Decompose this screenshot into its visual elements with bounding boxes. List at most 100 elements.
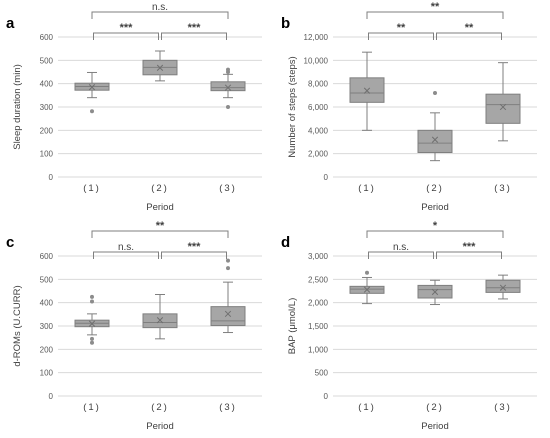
outlier-point	[90, 299, 94, 304]
box-iqr	[210, 306, 246, 327]
y-tick-label: 600	[40, 252, 54, 261]
y-tick-label: 500	[315, 369, 329, 378]
x-tick-label: (2)	[151, 402, 169, 413]
y-tick-label: 400	[40, 80, 54, 89]
outlier-point	[226, 258, 230, 263]
mean-marker	[499, 284, 507, 291]
significance-label: n.s.	[118, 242, 134, 253]
x-tick-label: (2)	[426, 183, 444, 194]
y-axis-title: Sleep duration (min)	[12, 64, 23, 150]
chart-d-svg: d 0 500 1,000 1,500 2,000 2,500 3,000 BAP (μmol/…	[281, 220, 537, 432]
significance-label: **	[397, 22, 406, 34]
significance-bracket	[436, 251, 502, 259]
significance-label: ***	[188, 22, 202, 34]
significance-label: ***	[463, 241, 477, 253]
significance-label: **	[156, 220, 165, 232]
x-tick-label: (3)	[494, 402, 512, 413]
mean-marker	[499, 103, 507, 111]
outlier-point	[365, 270, 369, 275]
x-tick-label: (2)	[151, 183, 169, 194]
significance-label: ***	[120, 22, 134, 34]
panel-letter-d: d	[281, 234, 290, 251]
significance-label: *	[433, 220, 438, 232]
y-axis-title: Number of steps (steps)	[287, 56, 298, 157]
y-tick-label: 500	[40, 275, 54, 284]
mean-marker	[88, 320, 96, 327]
outlier-point	[226, 266, 230, 271]
y-tick-label: 500	[40, 56, 54, 65]
y-tick-label: 4,000	[308, 126, 329, 135]
y-tick-label: 300	[40, 103, 54, 112]
y-tick-label: 0	[49, 173, 54, 182]
x-tick-label: (3)	[219, 183, 237, 194]
y-tick-label: 100	[40, 369, 54, 378]
outlier-point	[90, 340, 94, 345]
significance-bracket	[368, 32, 434, 40]
mean-marker	[363, 87, 371, 94]
x-tick-label: (1)	[358, 183, 376, 194]
y-tick-label: 12,000	[304, 33, 329, 42]
y-tick-label: 2,000	[308, 299, 329, 308]
panel-a: a 0 100 200 300 400 500 600 Sleep duration (min)…	[0, 0, 275, 219]
box-iqr	[485, 93, 521, 124]
panel-letter-b: b	[281, 15, 290, 32]
y-tick-label: 600	[40, 33, 54, 42]
significance-bracket	[161, 251, 227, 259]
panel-d: d 0 500 1,000 1,500 2,000 2,500 3,000 BAP (μmol/…	[275, 219, 550, 438]
outlier-point	[226, 105, 230, 109]
significance-bracket	[368, 251, 434, 259]
y-axis-title: BAP (μmol/L)	[287, 298, 298, 355]
panel-letter-a: a	[6, 15, 15, 32]
y-tick-label: 10,000	[304, 56, 329, 65]
significance-label: n.s.	[152, 2, 168, 13]
y-tick-label: 8,000	[308, 80, 329, 89]
y-tick-label: 6,000	[308, 103, 329, 112]
mean-marker	[431, 136, 439, 143]
y-tick-label: 300	[40, 322, 54, 331]
outlier-point	[90, 336, 94, 341]
panel-b: b 0 2,000 4,000 6,000 8,000 10,000 12,000 Number…	[275, 0, 550, 219]
significance-bracket	[93, 251, 159, 259]
x-tick-label: (3)	[494, 183, 512, 194]
y-tick-label: 0	[324, 173, 329, 182]
chart-c-svg: c 0 100 200 300 400 500 600 d-ROMs (U.CURR) (1) (2…	[6, 220, 262, 432]
mean-marker	[156, 317, 164, 324]
box-iqr	[349, 77, 385, 103]
y-tick-label: 0	[324, 392, 329, 401]
significance-bracket	[161, 32, 227, 40]
x-tick-label: (1)	[83, 183, 101, 194]
chart-a-svg: a 0 100 200 300 400 500 600 Sleep duration (min)…	[6, 2, 262, 213]
significance-bracket	[366, 230, 504, 238]
y-tick-label: 1,500	[308, 322, 329, 331]
significance-label: **	[465, 22, 474, 34]
x-axis-title: Period	[421, 421, 448, 432]
outlier-point	[433, 91, 437, 95]
y-tick-label: 200	[40, 126, 54, 135]
x-axis-title: Period	[146, 202, 173, 213]
outlier-point	[90, 294, 94, 299]
y-tick-label: 1,000	[308, 345, 329, 354]
x-axis-title: Period	[421, 202, 448, 213]
outlier-point	[226, 70, 230, 74]
panel-c: c 0 100 200 300 400 500 600 d-ROMs (U.CURR) (1) (2…	[0, 219, 275, 438]
mean-marker	[156, 64, 164, 71]
x-tick-label: (3)	[219, 402, 237, 413]
chart-b-svg: b 0 2,000 4,000 6,000 8,000 10,000 12,000 Number…	[281, 1, 537, 213]
y-tick-label: 100	[40, 150, 54, 159]
significance-bracket	[93, 32, 159, 40]
significance-label: ***	[188, 241, 202, 253]
mean-marker	[224, 84, 232, 91]
significance-label: n.s.	[393, 242, 409, 253]
x-tick-label: (1)	[83, 402, 101, 413]
y-tick-label: 2,500	[308, 275, 329, 284]
box-iqr	[485, 279, 521, 293]
box-iqr	[210, 81, 246, 92]
significance-bracket	[91, 230, 229, 238]
y-tick-label: 2,000	[308, 150, 329, 159]
significance-bracket	[436, 32, 502, 40]
significance-bracket	[91, 11, 229, 19]
y-tick-label: 200	[40, 345, 54, 354]
mean-marker	[88, 84, 96, 91]
mean-marker	[363, 286, 371, 293]
y-axis-title: d-ROMs (U.CURR)	[12, 285, 23, 366]
